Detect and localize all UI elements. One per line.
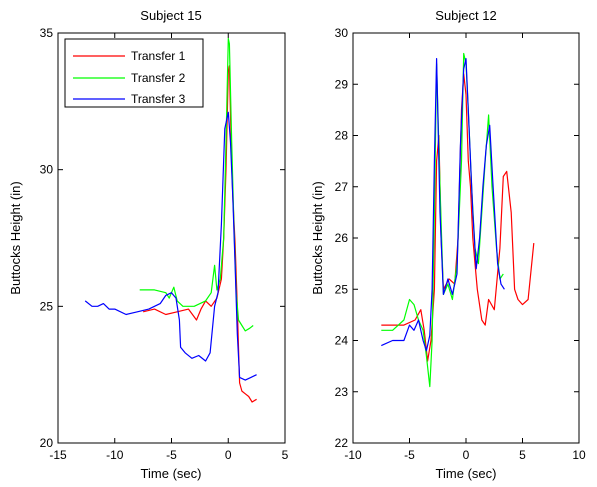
x-axis-label: Time (sec) (141, 466, 202, 481)
y-tick-label: 27 (335, 180, 349, 194)
x-tick-label: -5 (404, 448, 415, 462)
series-line-transfer-3 (381, 57, 505, 352)
legend-label: Transfer 2 (131, 71, 186, 85)
x-tick-label: -10 (106, 448, 124, 462)
y-tick-label: 25 (335, 282, 349, 296)
legend-entry-transfer-3: Transfer 3 (73, 92, 186, 106)
y-axis-label: Buttocks Height (in) (8, 181, 23, 294)
subplot-subject-15: Subject 15 Time (sec) Buttocks Height (i… (8, 8, 289, 481)
series-line-transfer-2 (139, 37, 254, 332)
y-tick-label: 26 (335, 231, 349, 245)
legend-entry-transfer-1: Transfer 1 (73, 49, 186, 63)
y-tick-label: 23 (335, 385, 349, 399)
x-tick-label: -5 (166, 448, 177, 462)
y-tick-label: 28 (335, 129, 349, 143)
y-tick-label: 22 (335, 436, 349, 450)
series-lines (381, 52, 535, 388)
x-tick-label: -10 (344, 448, 362, 462)
x-tick-label: 10 (572, 448, 586, 462)
x-tick-label: 0 (225, 448, 232, 462)
y-tick-label: 25 (40, 299, 54, 313)
x-tick-label: 5 (519, 448, 526, 462)
y-axis-label: Buttocks Height (in) (310, 181, 325, 294)
subplot-subject-12: Subject 12 Time (sec) Buttocks Height (i… (310, 8, 586, 481)
x-tick-label: -15 (49, 448, 67, 462)
legend: Transfer 1 Transfer 2 Transfer 3 (64, 38, 204, 108)
series-line-transfer-1 (381, 73, 535, 362)
legend-entry-transfer-2: Transfer 2 (73, 71, 186, 85)
x-tick-label: 5 (282, 448, 289, 462)
x-tick-label: 0 (463, 448, 470, 462)
axis-ticks: -15 -10 -5 0 5 20 25 30 35 (40, 26, 289, 462)
y-tick-label: 35 (40, 26, 54, 40)
y-tick-label: 24 (335, 334, 349, 348)
series-line-transfer-3 (84, 111, 257, 381)
y-tick-label: 30 (335, 26, 349, 40)
series-lines (84, 37, 257, 403)
chart-title: Subject 12 (435, 8, 496, 23)
x-axis-label: Time (sec) (436, 466, 497, 481)
y-tick-label: 30 (40, 163, 54, 177)
legend-label: Transfer 3 (131, 92, 186, 106)
legend-label: Transfer 1 (131, 49, 186, 63)
y-tick-label: 29 (335, 77, 349, 91)
y-tick-label: 20 (40, 436, 54, 450)
chart-title: Subject 15 (140, 8, 201, 23)
axis-ticks: -10 -5 0 5 10 22 23 24 25 26 27 28 29 30 (335, 26, 586, 462)
legend-box (64, 38, 204, 108)
